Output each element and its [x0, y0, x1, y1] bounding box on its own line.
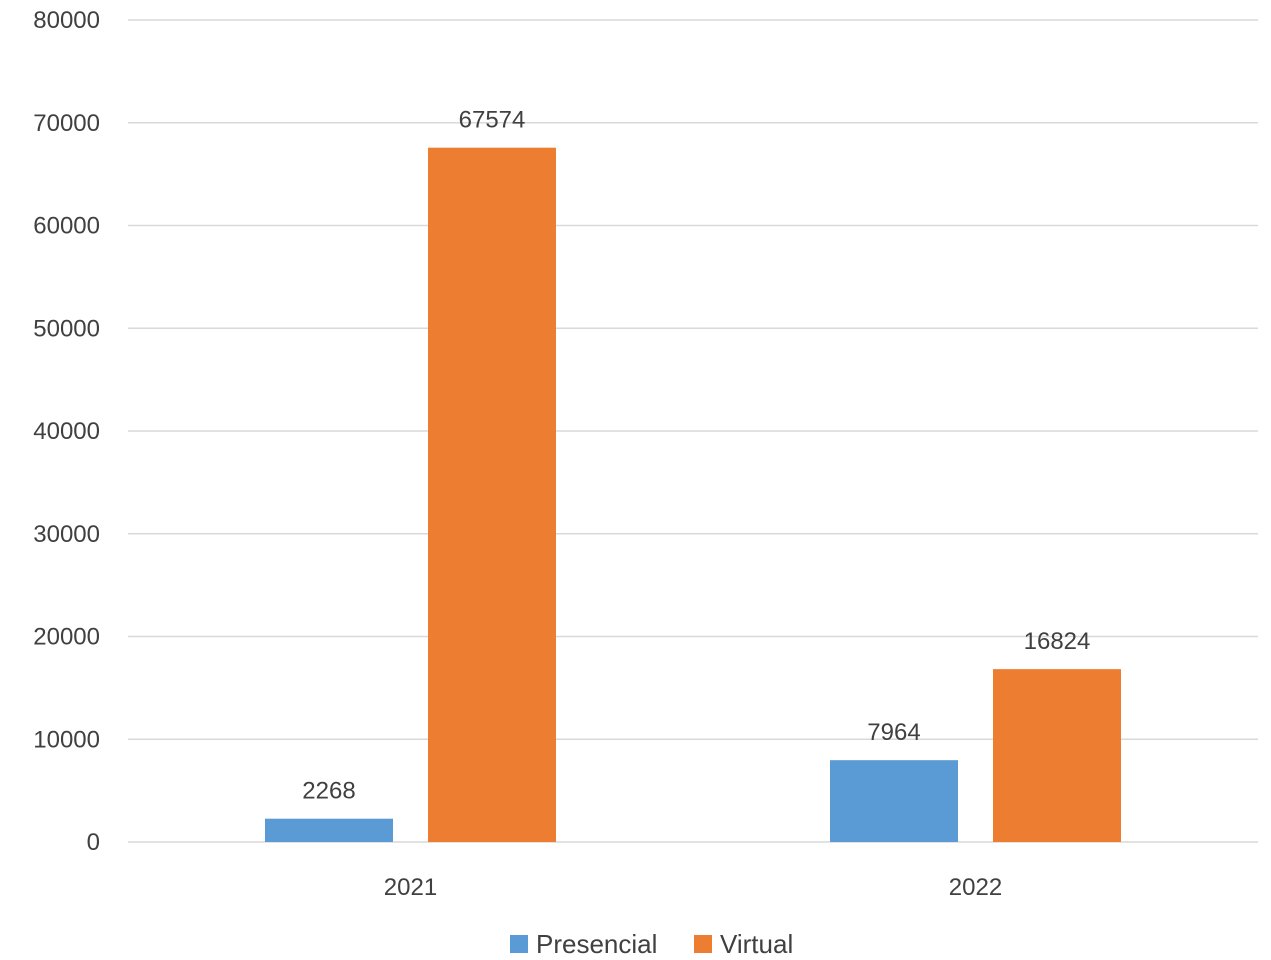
x-axis-tick-labels: 2021 2022 [384, 874, 1002, 901]
data-label-presencial-2021: 2268 [302, 778, 355, 805]
bar-presencial-2022 [830, 760, 958, 842]
x-tick-label: 2021 [384, 874, 437, 901]
data-label-presencial-2022: 7964 [867, 719, 920, 746]
bar-virtual-2022 [993, 669, 1121, 842]
data-labels: 2268 67574 7964 16824 [302, 107, 1090, 805]
y-tick-label: 40000 [33, 418, 100, 445]
bar-presencial-2021 [265, 818, 393, 842]
y-tick-label: 10000 [33, 726, 100, 753]
legend-swatch-presencial [510, 935, 528, 953]
bars [265, 147, 1121, 843]
x-tick-label: 2022 [949, 874, 1002, 901]
y-tick-label: 30000 [33, 521, 100, 548]
legend-label-presencial: Presencial [536, 929, 657, 959]
y-axis-tick-labels: 0 10000 20000 30000 40000 50000 60000 70000 8000… [33, 7, 100, 856]
gridlines [128, 19, 1258, 843]
y-tick-label: 20000 [33, 624, 100, 651]
y-tick-label: 0 [87, 829, 100, 856]
legend-label-virtual: Virtual [720, 929, 793, 959]
y-tick-label: 60000 [33, 213, 100, 240]
y-tick-label: 50000 [33, 315, 100, 342]
y-tick-label: 70000 [33, 110, 100, 137]
y-tick-label: 80000 [33, 7, 100, 34]
data-label-virtual-2022: 16824 [1024, 628, 1091, 655]
bar-virtual-2021 [428, 147, 556, 843]
data-label-virtual-2021: 67574 [459, 107, 526, 134]
legend-swatch-virtual [694, 935, 712, 953]
legend: Presencial Virtual [510, 929, 793, 959]
